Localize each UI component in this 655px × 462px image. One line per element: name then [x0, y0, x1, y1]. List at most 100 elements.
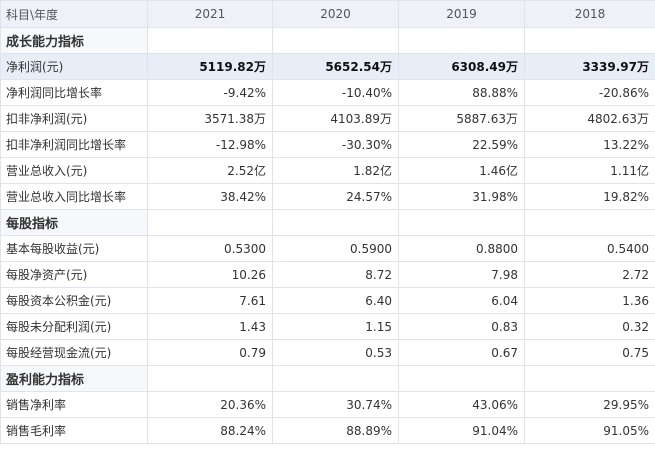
empty-cell: [524, 27, 655, 54]
value-cell: 1.11亿: [524, 157, 655, 184]
value-cell: 6308.49万: [398, 53, 525, 80]
row-label: 每股净资产(元): [0, 261, 148, 288]
value-cell: 0.5900: [272, 235, 399, 262]
value-cell: 6.04: [398, 287, 525, 314]
value-cell: 91.05%: [524, 417, 655, 444]
header-year-2021[interactable]: 2021: [147, 0, 273, 28]
empty-cell: [524, 365, 655, 392]
value-cell: 5652.54万: [272, 53, 399, 80]
value-cell: 6.40: [272, 287, 399, 314]
table-row: 扣非净利润(元) 3571.38万 4103.89万 5887.63万 4802.63万: [0, 105, 655, 132]
table-row: 每股经营现金流(元) 0.79 0.53 0.67 0.75: [0, 339, 655, 366]
table-row: 销售净利率 20.36% 30.74% 43.06% 29.95%: [0, 391, 655, 418]
value-cell: -30.30%: [272, 131, 399, 158]
value-cell: 22.59%: [398, 131, 525, 158]
value-cell: 19.82%: [524, 183, 655, 210]
value-cell: 1.82亿: [272, 157, 399, 184]
empty-cell: [272, 365, 399, 392]
header-row: 科目\年度 2021 2020 2019 2018: [0, 0, 655, 28]
value-cell: 24.57%: [272, 183, 399, 210]
row-label: 每股经营现金流(元): [0, 339, 148, 366]
value-cell: -20.86%: [524, 79, 655, 106]
row-label: 销售毛利率: [0, 417, 148, 444]
value-cell: 2.72: [524, 261, 655, 288]
empty-cell: [524, 209, 655, 236]
header-year-2020[interactable]: 2020: [272, 0, 399, 28]
value-cell: 4103.89万: [272, 105, 399, 132]
empty-cell: [398, 27, 525, 54]
row-label: 每股资本公积金(元): [0, 287, 148, 314]
value-cell: 3339.97万: [524, 53, 655, 80]
value-cell: 1.15: [272, 313, 399, 340]
value-cell: 43.06%: [398, 391, 525, 418]
value-cell: 0.8800: [398, 235, 525, 262]
value-cell: 88.88%: [398, 79, 525, 106]
value-cell: 5887.63万: [398, 105, 525, 132]
value-cell: 88.24%: [147, 417, 273, 444]
value-cell: 13.22%: [524, 131, 655, 158]
value-cell: 88.89%: [272, 417, 399, 444]
table-row: 净利润(元) 5119.82万 5652.54万 6308.49万 3339.97万: [0, 53, 655, 80]
value-cell: 0.5300: [147, 235, 273, 262]
value-cell: 0.53: [272, 339, 399, 366]
empty-cell: [398, 365, 525, 392]
value-cell: 1.43: [147, 313, 273, 340]
value-cell: 30.74%: [272, 391, 399, 418]
table-body: 成长能力指标 净利润(元) 5119.82万 5652.54万 6308.49万 3339…: [0, 27, 655, 444]
header-subject-year-label: 科目\年度: [0, 0, 148, 28]
value-cell: 20.36%: [147, 391, 273, 418]
value-cell: 31.98%: [398, 183, 525, 210]
row-label: 基本每股收益(元): [0, 235, 148, 262]
value-cell: 29.95%: [524, 391, 655, 418]
financial-indicators-table: 科目\年度 2021 2020 2019 2018 成长能力指标 净利润(元) 51…: [0, 0, 655, 444]
value-cell: 8.72: [272, 261, 399, 288]
section-title: 成长能力指标: [0, 27, 148, 54]
value-cell: 0.83: [398, 313, 525, 340]
row-label: 净利润同比增长率: [0, 79, 148, 106]
section-header-row: 成长能力指标: [0, 27, 655, 54]
row-label: 销售净利率: [0, 391, 148, 418]
empty-cell: [147, 209, 273, 236]
value-cell: 5119.82万: [147, 53, 273, 80]
value-cell: -12.98%: [147, 131, 273, 158]
empty-cell: [272, 209, 399, 236]
header-year-2018[interactable]: 2018: [524, 0, 655, 28]
row-label: 每股未分配利润(元): [0, 313, 148, 340]
value-cell: 91.04%: [398, 417, 525, 444]
row-label: 扣非净利润(元): [0, 105, 148, 132]
empty-cell: [147, 27, 273, 54]
empty-cell: [147, 365, 273, 392]
value-cell: 10.26: [147, 261, 273, 288]
value-cell: -10.40%: [272, 79, 399, 106]
value-cell: 1.46亿: [398, 157, 525, 184]
value-cell: 0.75: [524, 339, 655, 366]
table-row: 销售毛利率 88.24% 88.89% 91.04% 91.05%: [0, 417, 655, 444]
table-row: 每股净资产(元) 10.26 8.72 7.98 2.72: [0, 261, 655, 288]
value-cell: 0.32: [524, 313, 655, 340]
table-row: 每股资本公积金(元) 7.61 6.40 6.04 1.36: [0, 287, 655, 314]
table-row: 扣非净利润同比增长率 -12.98% -30.30% 22.59% 13.22%: [0, 131, 655, 158]
value-cell: 0.5400: [524, 235, 655, 262]
value-cell: 1.36: [524, 287, 655, 314]
table-row: 营业总收入同比增长率 38.42% 24.57% 31.98% 19.82%: [0, 183, 655, 210]
value-cell: 4802.63万: [524, 105, 655, 132]
value-cell: 7.61: [147, 287, 273, 314]
section-header-row: 每股指标: [0, 209, 655, 236]
section-title: 每股指标: [0, 209, 148, 236]
row-label: 净利润(元): [0, 53, 148, 80]
table-row: 每股未分配利润(元) 1.43 1.15 0.83 0.32: [0, 313, 655, 340]
row-label: 营业总收入(元): [0, 157, 148, 184]
section-header-row: 盈利能力指标: [0, 365, 655, 392]
table-row: 营业总收入(元) 2.52亿 1.82亿 1.46亿 1.11亿: [0, 157, 655, 184]
empty-cell: [272, 27, 399, 54]
value-cell: 38.42%: [147, 183, 273, 210]
value-cell: 2.52亿: [147, 157, 273, 184]
value-cell: 0.79: [147, 339, 273, 366]
value-cell: -9.42%: [147, 79, 273, 106]
empty-cell: [398, 209, 525, 236]
table-row: 净利润同比增长率 -9.42% -10.40% 88.88% -20.86%: [0, 79, 655, 106]
row-label: 营业总收入同比增长率: [0, 183, 148, 210]
table-row: 基本每股收益(元) 0.5300 0.5900 0.8800 0.5400: [0, 235, 655, 262]
value-cell: 3571.38万: [147, 105, 273, 132]
header-year-2019[interactable]: 2019: [398, 0, 525, 28]
